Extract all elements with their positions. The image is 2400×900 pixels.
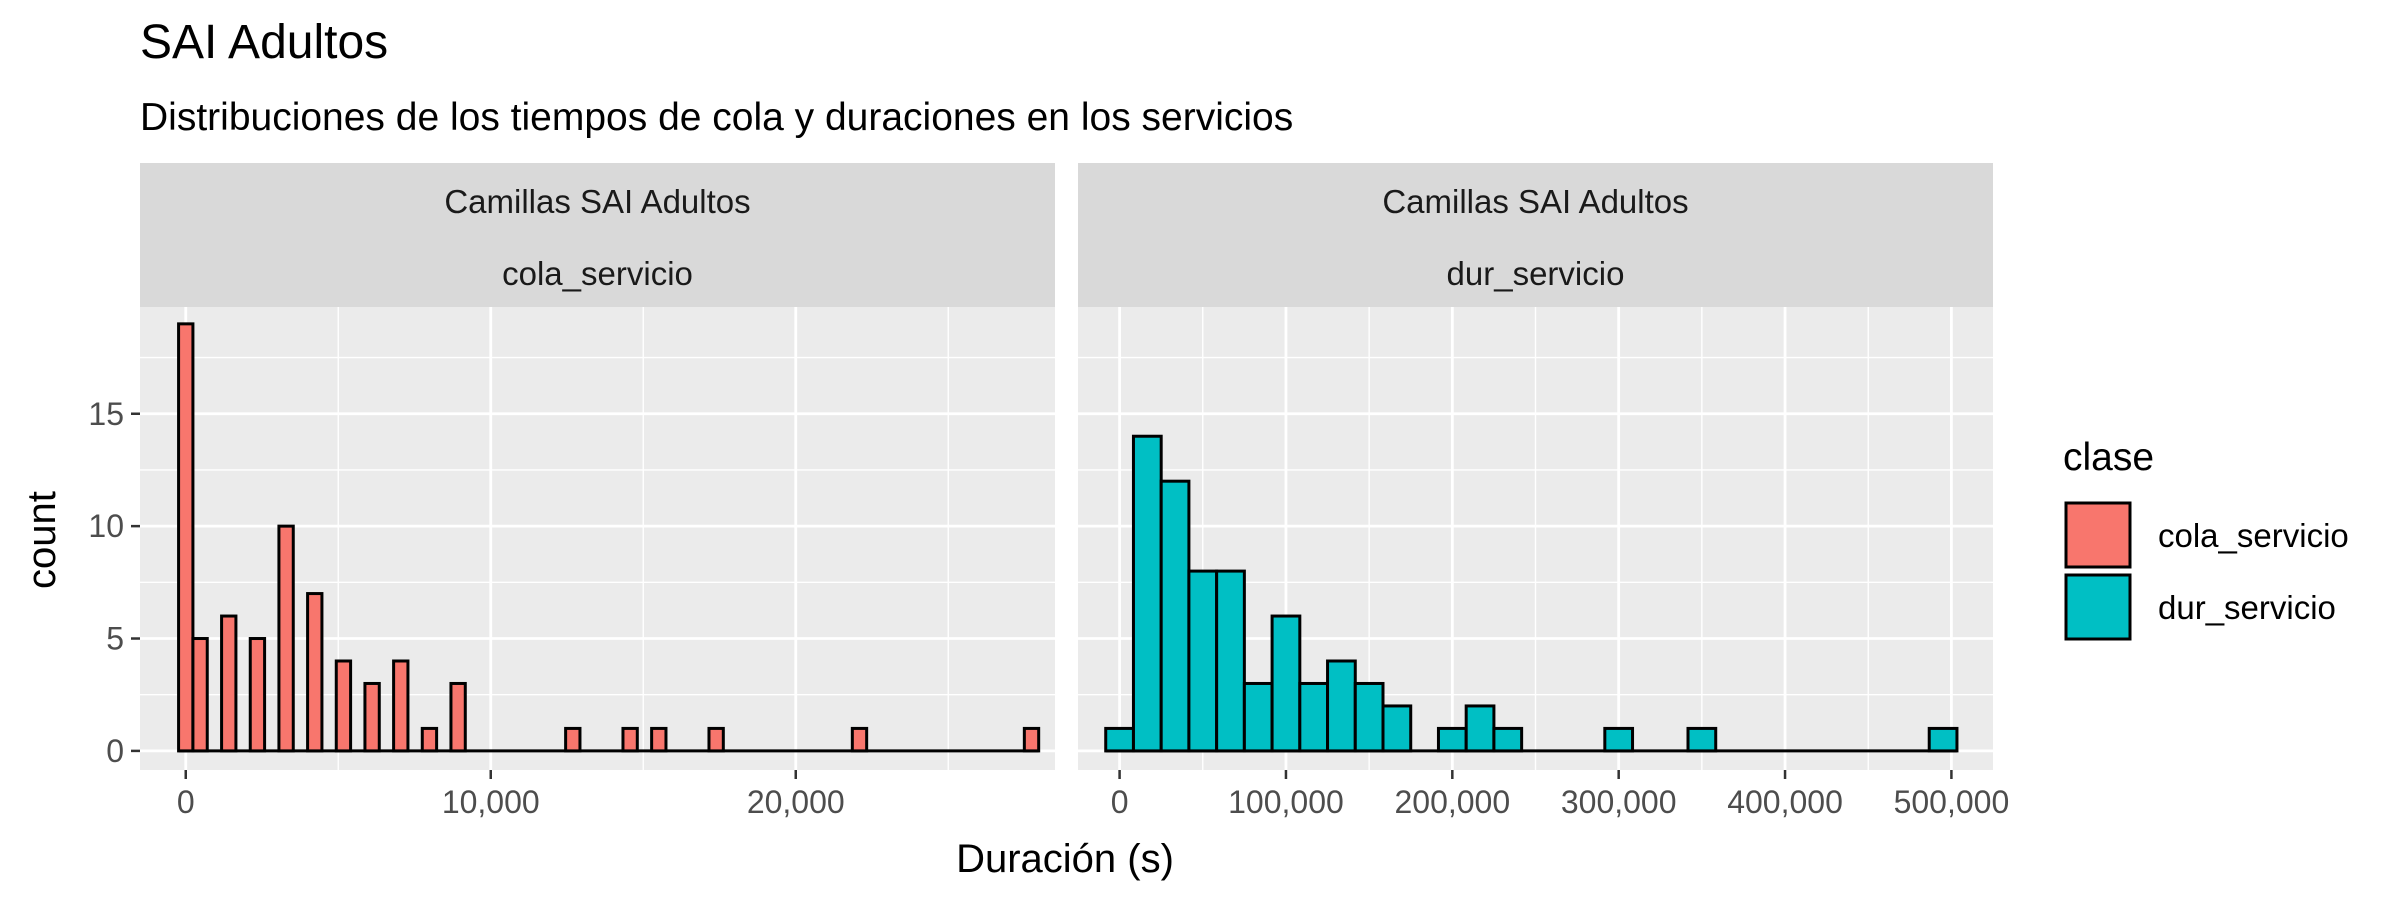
histogram-bar bbox=[177, 322, 195, 753]
histogram-bar bbox=[650, 726, 668, 753]
histogram-bar bbox=[1436, 726, 1468, 753]
histogram-bar bbox=[392, 659, 410, 753]
histogram-bar bbox=[449, 681, 467, 753]
x-tick-label: 500,000 bbox=[1894, 784, 2010, 820]
histogram-bar bbox=[220, 614, 238, 753]
legend-key-cola-servicio bbox=[2064, 501, 2132, 569]
histogram-bar bbox=[564, 726, 582, 753]
y-tick-label: 15 bbox=[88, 396, 124, 432]
histogram-bar bbox=[363, 681, 381, 753]
histogram-bar bbox=[1927, 726, 1959, 753]
y-axis-label: count bbox=[20, 491, 64, 589]
y-tick-label: 5 bbox=[106, 621, 124, 657]
histogram-bar bbox=[248, 637, 267, 753]
facet-strip bbox=[140, 163, 1055, 307]
facet-strip-subtitle: dur_servicio bbox=[1447, 255, 1625, 292]
histogram-bar bbox=[1270, 614, 1302, 753]
histogram-bar bbox=[1104, 726, 1135, 753]
x-tick-label: 10,000 bbox=[442, 784, 540, 820]
histogram-bar bbox=[1298, 681, 1330, 753]
legend-key-dur-servicio bbox=[2064, 573, 2132, 641]
histogram-bar bbox=[1381, 704, 1413, 753]
x-tick-label: 0 bbox=[1111, 784, 1129, 820]
facet-panel-cola-servicio: Camillas SAI Adultos cola_servicio 0 10,000… bbox=[88, 163, 1055, 820]
facet-strip bbox=[1078, 163, 1993, 307]
legend: clase cola_servicio dur_servicio bbox=[2063, 436, 2349, 641]
legend-label-cola-servicio: cola_servicio bbox=[2158, 517, 2349, 554]
chart-subtitle: Distribuciones de los tiempos de cola y … bbox=[140, 96, 1293, 139]
histogram-bar bbox=[1242, 681, 1274, 753]
histogram-bar bbox=[1603, 726, 1635, 753]
histogram-bar bbox=[1022, 726, 1041, 753]
facet-panel-dur-servicio: Camillas SAI Adultos dur_servicio 0 100,000… bbox=[1078, 163, 2009, 820]
x-tick-label: 400,000 bbox=[1727, 784, 1843, 820]
x-tick-label: 300,000 bbox=[1561, 784, 1677, 820]
legend-label-dur-servicio: dur_servicio bbox=[2158, 589, 2336, 626]
legend-title: clase bbox=[2063, 436, 2154, 479]
histogram-bar bbox=[1215, 569, 1246, 753]
histogram-bar bbox=[1159, 479, 1191, 753]
histogram-bar bbox=[621, 726, 639, 753]
panel-background bbox=[140, 307, 1055, 770]
histogram-bar bbox=[334, 659, 353, 753]
facet-strip-title: Camillas SAI Adultos bbox=[444, 183, 750, 220]
x-tick-label: 0 bbox=[177, 784, 195, 820]
histogram-bar bbox=[277, 524, 295, 753]
chart-title: SAI Adultos bbox=[140, 16, 388, 69]
histogram-bar bbox=[306, 592, 324, 753]
histogram-bar bbox=[191, 637, 209, 753]
x-tick-label: 100,000 bbox=[1228, 784, 1344, 820]
histogram-bar bbox=[850, 726, 869, 753]
histogram-bar bbox=[1353, 681, 1385, 753]
histogram-bar bbox=[420, 726, 439, 753]
histogram-bar bbox=[1464, 704, 1496, 753]
x-axis-label: Duración (s) bbox=[956, 837, 1174, 881]
y-tick-label: 0 bbox=[106, 733, 124, 769]
histogram-bar bbox=[1492, 726, 1524, 753]
x-tick-label: 20,000 bbox=[747, 784, 845, 820]
histogram-bar bbox=[1326, 659, 1357, 753]
y-tick-label: 10 bbox=[88, 508, 124, 544]
histogram-bar bbox=[707, 726, 725, 753]
histogram-bar bbox=[1131, 434, 1163, 753]
facet-strip-title: Camillas SAI Adultos bbox=[1382, 183, 1688, 220]
facet-strip-subtitle: cola_servicio bbox=[502, 255, 693, 292]
histogram-bar bbox=[1187, 569, 1219, 753]
x-tick-label: 200,000 bbox=[1394, 784, 1510, 820]
facet-panels: Camillas SAI Adultos cola_servicio 0 10,000… bbox=[88, 163, 2009, 820]
histogram-bar bbox=[1686, 726, 1718, 753]
